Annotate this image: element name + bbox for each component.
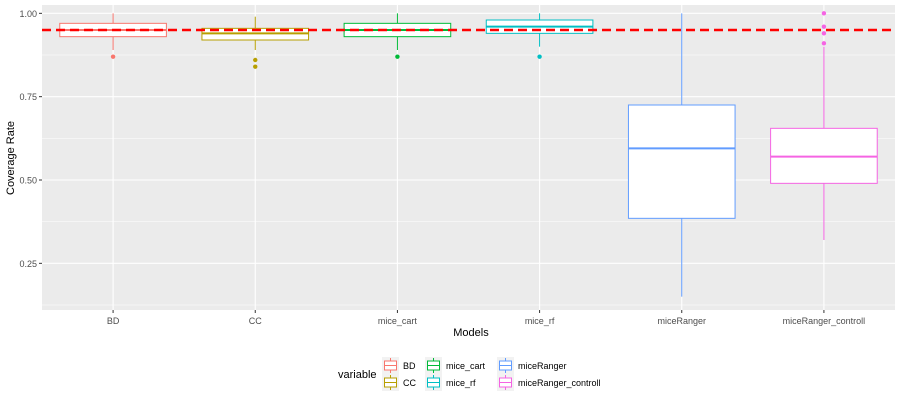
outlier-point — [395, 54, 399, 58]
x-tick-label: CC — [249, 316, 262, 326]
plot-panel — [42, 5, 895, 310]
x-tick-label: mice_cart — [378, 316, 418, 326]
y-tick-label: 0.50 — [19, 176, 37, 186]
outlier-point — [111, 54, 115, 58]
legend-item-mice_cart: mice_cart — [425, 357, 486, 374]
legend-label: CC — [403, 378, 416, 388]
outlier-point — [253, 58, 257, 62]
x-tick-label: BD — [107, 316, 120, 326]
y-axis: 0.25 0.50 0.75 1.00 — [19, 9, 42, 269]
legend-label: miceRanger_controll — [518, 378, 601, 388]
y-tick-label: 0.25 — [19, 259, 37, 269]
legend-label: BD — [403, 361, 416, 371]
legend-item-miceRanger_controll: miceRanger_controll — [497, 374, 601, 391]
outlier-point — [822, 41, 826, 45]
box-body — [628, 105, 735, 218]
legend-label: mice_cart — [446, 361, 486, 371]
outlier-point — [822, 11, 826, 15]
outlier-point — [253, 64, 257, 68]
y-tick-label: 1.00 — [19, 9, 37, 19]
y-tick-label: 0.75 — [19, 92, 37, 102]
outlier-point — [822, 31, 826, 35]
legend: variable BD CC mice_cart mice_rf miceRanger m… — [338, 357, 601, 391]
x-tick-label: miceRanger — [657, 316, 706, 326]
legend-item-miceRanger: miceRanger — [497, 357, 567, 374]
legend-label: mice_rf — [446, 378, 476, 388]
outlier-point — [537, 54, 541, 58]
legend-item-CC: CC — [382, 374, 416, 391]
x-tick-label: mice_rf — [525, 316, 555, 326]
legend-item-mice_rf: mice_rf — [425, 374, 476, 391]
legend-title: variable — [338, 369, 377, 381]
legend-item-BD: BD — [382, 357, 416, 374]
outlier-point — [822, 24, 826, 28]
y-axis-title: Coverage Rate — [5, 121, 17, 195]
legend-label: miceRanger — [518, 361, 567, 371]
x-axis-title: Models — [453, 327, 489, 339]
x-axis: BD CC mice_cart mice_rf miceRanger miceRanger… — [107, 310, 865, 326]
x-tick-label: miceRanger_controll — [783, 316, 866, 326]
